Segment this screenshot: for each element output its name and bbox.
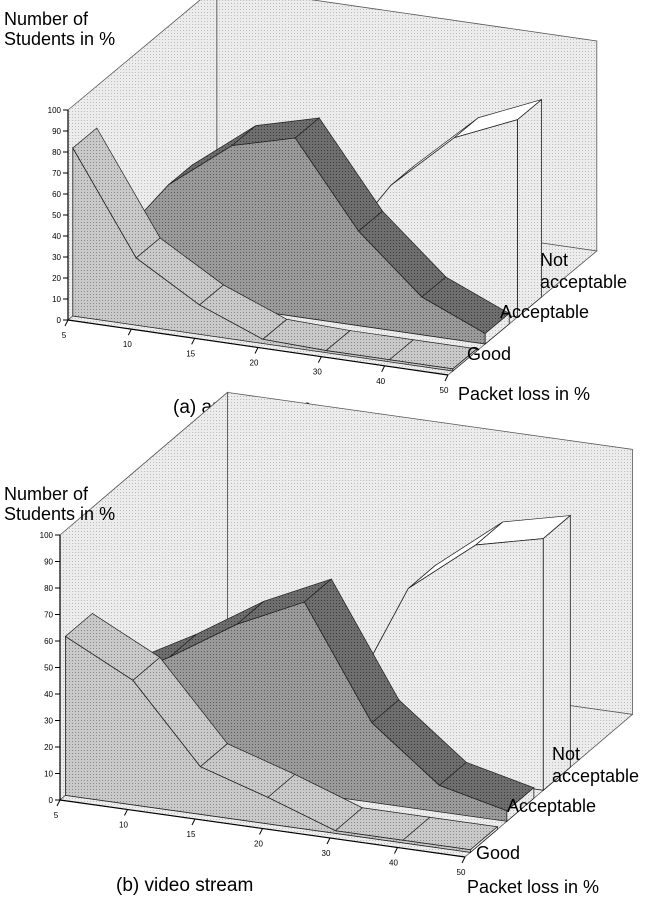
x-tick-mark [56, 799, 61, 807]
x-tick-mark [191, 818, 196, 826]
x-axis-title: Packet loss in % [467, 877, 599, 897]
y-tick-label: 70 [52, 169, 61, 178]
y-tick-label: 10 [52, 295, 61, 304]
x-tick-label: 40 [389, 859, 398, 868]
x-tick-mark [461, 856, 466, 864]
x-tick-mark [326, 837, 331, 845]
depth-label-not-line2: acceptable [540, 272, 627, 292]
x-tick-label: 15 [186, 349, 195, 358]
depth-label-good: Good [476, 843, 520, 863]
y-axis-title-line1: Number of [4, 484, 89, 504]
series-good [64, 612, 499, 854]
depth-label-not-line1: Not [540, 250, 568, 270]
y-axis: 0 10 20 30 40 50 60 70 80 90 100 [48, 106, 69, 325]
series-front-face [72, 146, 454, 372]
y-tick-label: 30 [44, 717, 53, 726]
y-tick-label: 60 [52, 190, 61, 199]
x-axis: 5 10 15 20 30 40 50 [54, 799, 466, 877]
x-tick-label: 20 [250, 359, 259, 368]
x-tick-mark [381, 365, 386, 373]
y-axis-title-line2: Students in % [4, 504, 115, 524]
y-tick-label: 90 [52, 127, 61, 136]
chart-title: (b) video stream [116, 875, 253, 896]
x-tick-mark [394, 847, 398, 854]
x-tick-mark [254, 347, 259, 354]
depth-label-acceptable: Acceptable [507, 796, 596, 816]
y-tick-label: 50 [44, 664, 53, 673]
y-tick-label: 80 [52, 148, 61, 157]
series-end-cap [506, 786, 535, 823]
x-tick-mark [191, 338, 196, 345]
y-tick-label: 40 [52, 232, 61, 241]
x-tick-label: 10 [123, 340, 132, 349]
y-tick-label: 80 [44, 584, 53, 593]
x-tick-mark [444, 374, 449, 382]
depth-label-not-line1: Not [552, 744, 580, 764]
y-tick-label: 60 [44, 637, 53, 646]
series-front-face [65, 635, 471, 853]
y-tick-label: 40 [44, 690, 53, 699]
panel-audio-stream: 0 10 20 30 40 50 60 70 80 90 100 5 10 15 20 30 40 50 Num… [4, 0, 627, 418]
y-tick-label: 70 [44, 611, 53, 620]
x-axis-title: Packet loss in % [458, 384, 590, 404]
y-axis-title-line2: Students in % [4, 29, 115, 49]
series-end-cap [484, 312, 510, 345]
x-tick-label: 50 [457, 868, 466, 877]
series-good [72, 127, 478, 372]
y-tick-label: 100 [48, 106, 62, 115]
series-end-cap [452, 348, 478, 372]
series-layer [72, 98, 542, 372]
series-layer [64, 514, 572, 854]
x-tick-label: 5 [54, 811, 59, 820]
y-tick-label: 50 [52, 211, 61, 220]
x-tick-label: 5 [62, 331, 67, 340]
y-tick-label: 30 [52, 253, 61, 262]
series-end-cap [517, 98, 542, 318]
y-tick-label: 10 [44, 770, 53, 779]
x-tick-label: 20 [254, 840, 263, 849]
depth-label-acceptable: Acceptable [500, 302, 589, 322]
x-tick-mark [64, 319, 69, 327]
depth-label-good: Good [467, 344, 511, 364]
x-tick-label: 10 [119, 821, 128, 830]
x-tick-label: 15 [187, 830, 196, 839]
y-tick-label: 100 [40, 531, 54, 540]
y-tick-label: 20 [44, 743, 53, 752]
depth-label-not-line2: acceptable [552, 766, 639, 786]
y-tick-label: 90 [44, 558, 53, 567]
x-tick-mark [124, 809, 128, 816]
y-axis: 0 10 20 30 40 50 60 70 80 90 100 [40, 531, 61, 805]
y-tick-label: 20 [52, 274, 61, 283]
y-axis-title-line1: Number of [4, 9, 89, 29]
x-axis: 5 10 15 20 30 40 50 [62, 319, 449, 395]
x-tick-mark [317, 356, 322, 363]
x-tick-label: 40 [376, 377, 385, 386]
x-tick-mark [259, 828, 263, 835]
x-tick-label: 30 [313, 368, 322, 377]
series-end-cap [469, 825, 498, 854]
series-end-cap [542, 514, 571, 792]
x-tick-mark [127, 328, 132, 336]
y-tick-label: 0 [57, 316, 62, 325]
x-tick-label: 30 [322, 849, 331, 858]
y-tick-label: 0 [49, 796, 54, 805]
x-tick-label: 50 [440, 386, 449, 395]
panel-video-stream: 0 10 20 30 40 50 60 70 80 90 100 5 10 15 20 30 40 50 Num… [4, 391, 639, 897]
